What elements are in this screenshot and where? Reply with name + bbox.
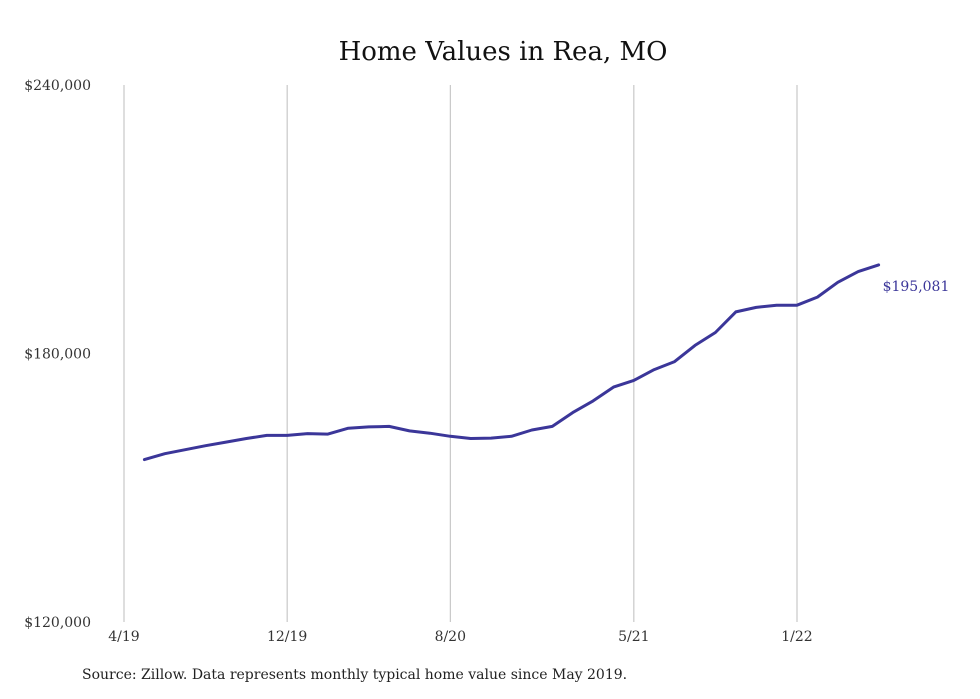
y-axis-ticks: $120,000 $180,000 $240,000: [24, 78, 91, 631]
x-tick-label: 8/20: [435, 629, 466, 645]
x-tick-label: 12/19: [267, 629, 307, 645]
y-tick-label: $240,000: [24, 78, 91, 94]
data-label-last-value: $195,081: [883, 279, 950, 295]
x-tick-label: 1/22: [781, 629, 812, 645]
chart-title: Home Values in Rea, MO: [339, 37, 668, 67]
y-tick-label: $120,000: [24, 615, 91, 631]
x-tick-label: 5/21: [618, 629, 649, 645]
x-axis-ticks: 4/19 12/19 8/20 5/21 1/22: [108, 629, 812, 645]
series-layer: [142, 263, 881, 462]
y-tick-label: $180,000: [24, 347, 91, 363]
source-note: Source: Zillow. Data represents monthly …: [82, 667, 628, 683]
data-labels: $195,081: [883, 279, 950, 295]
x-tick-label: 4/19: [108, 629, 139, 645]
grid-lines: [123, 85, 798, 622]
series-line-0: [142, 263, 881, 462]
